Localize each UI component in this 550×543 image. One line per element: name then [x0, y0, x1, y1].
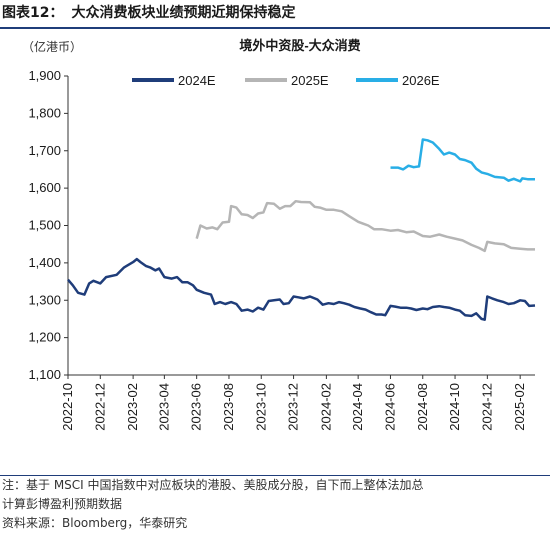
x-tick-label: 2024-02 [318, 383, 333, 431]
figure-title: 大众消费板块业绩预期近期保持稳定 [71, 5, 296, 21]
legend-label-2026E: 2026E [402, 73, 440, 88]
series-line-2025E [195, 199, 535, 253]
x-tick-label: 2023-08 [221, 383, 236, 431]
x-tick-label: 2023-04 [156, 383, 171, 431]
series-line-2026E [390, 138, 535, 183]
chart-area: （亿港币） 境外中资股-大众消费 2024E 2025E 2026E 1,100 1,200… [0, 30, 550, 470]
x-tick-label: 2022-12 [92, 383, 107, 431]
x-tick-label: 2022-10 [60, 383, 75, 431]
footnote-line-1: 注：基于 MSCI 中国指数中对应板块的港股、美股成分股，自下而上整体法加总 [2, 478, 424, 492]
footnote-line-2: 计算彭博盈利预期数据 [2, 497, 123, 511]
x-tick-label: 2024-12 [479, 383, 494, 431]
chart-title: 境外中资股-大众消费 [239, 38, 360, 53]
x-tick-label: 2025-02 [512, 383, 527, 431]
figure-label: 图表12： [2, 5, 64, 21]
line-chart: （亿港币） 境外中资股-大众消费 2024E 2025E 2026E 1,100 1,200… [22, 38, 536, 431]
y-tick-label: 1,700 [28, 143, 61, 158]
figure-header: 图表12： 大众消费板块业绩预期近期保持稳定 [0, 0, 550, 29]
y-tick-label: 1,300 [28, 292, 61, 307]
y-tick-label: 1,800 [28, 105, 61, 120]
y-tick-label: 1,900 [28, 68, 61, 83]
y-tick-label: 1,100 [28, 367, 61, 382]
x-tick-label: 2023-02 [125, 383, 140, 431]
legend-label-2024E: 2024E [178, 73, 216, 88]
y-tick-label: 1,400 [28, 255, 61, 270]
y-tick-label: 1,600 [28, 180, 61, 195]
figure-footer: 注：基于 MSCI 中国指数中对应板块的港股、美股成分股，自下而上整体法加总 计… [0, 475, 550, 533]
x-tick-label: 2023-10 [253, 383, 268, 431]
x-tick-label: 2023-12 [286, 383, 301, 431]
y-unit-label: （亿港币） [22, 39, 82, 54]
x-tick-label: 2024-06 [382, 383, 397, 431]
y-tick-label: 1,500 [28, 218, 61, 233]
source-note: 资料来源：Bloomberg，华泰研究 [2, 516, 188, 530]
x-tick-label: 2024-08 [415, 383, 430, 431]
x-tick-label: 2023-06 [189, 383, 204, 431]
x-tick-label: 2024-04 [350, 383, 365, 431]
legend-label-2025E: 2025E [291, 73, 329, 88]
series-line-2024E [67, 257, 536, 321]
x-tick-label: 2024-10 [447, 383, 462, 431]
y-tick-label: 1,200 [28, 330, 61, 345]
